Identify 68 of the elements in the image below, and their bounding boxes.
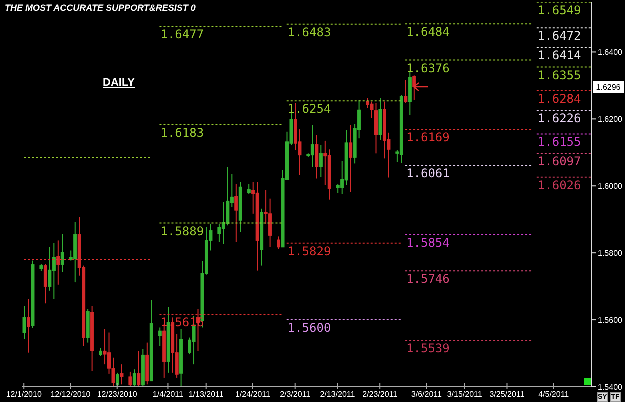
chart-title: THE MOST ACCURATE SUPPORT&RESIST 0 — [5, 3, 196, 13]
x-tick-label: 2/3/2011 — [280, 390, 312, 399]
annotation: 1.6061 — [406, 166, 450, 181]
annotation: 1.6296 — [596, 83, 622, 92]
annotation: 1.5854 — [406, 236, 450, 250]
candlestick — [310, 124, 314, 168]
y-tick-label: 1.6200 — [598, 115, 624, 124]
annotation: 1.5889 — [160, 224, 204, 238]
candlestick — [44, 264, 48, 304]
candlestick — [349, 124, 353, 193]
candlestick — [60, 234, 64, 274]
candlestick — [247, 184, 251, 195]
annotation: 1.6355 — [538, 68, 582, 82]
x-tick-label: 12/12/2010 — [50, 390, 92, 399]
y-tick-label: 1.6400 — [598, 48, 624, 58]
annotation: 1.6376 — [406, 61, 450, 76]
annotation: 1.6477 — [160, 27, 204, 42]
candlestick — [324, 140, 328, 186]
y-tick-label: 1.5400 — [598, 382, 624, 392]
y-tick-label: 1.5800 — [598, 248, 624, 258]
annotation: 1.6226 — [538, 111, 582, 126]
candlestick — [120, 364, 124, 386]
candlestick — [315, 134, 319, 180]
candlestick — [132, 369, 136, 387]
x-tick-label: 3/6/2011 — [411, 390, 443, 399]
candlestick — [103, 328, 107, 366]
candlestick — [222, 202, 226, 245]
annotation: 1.6169 — [406, 130, 450, 145]
annotation: 1.6483 — [288, 25, 332, 40]
annotation: 1.6414 — [538, 48, 582, 63]
annotation: 1.5829 — [288, 244, 332, 258]
annotation: 1.6284 — [538, 92, 582, 106]
candlestick — [226, 166, 230, 226]
annotation: 1.6472 — [538, 29, 582, 44]
annotation: 1.6549 — [538, 3, 582, 18]
candlestick — [52, 242, 56, 300]
candlestick — [234, 184, 238, 243]
annotation: 1.5746 — [406, 272, 450, 286]
text: DAILY — [103, 77, 135, 89]
annotation: 1.5600 — [288, 321, 332, 336]
annotation: 1.6484 — [406, 25, 450, 40]
annotation: 1.6026 — [538, 178, 582, 192]
candlestick — [128, 371, 132, 387]
x-tick-label: 12/1/2010 — [6, 390, 42, 399]
candlestick — [404, 80, 408, 104]
candlestick — [277, 236, 281, 250]
candlestick — [412, 75, 416, 101]
annotation: 1.5539 — [406, 341, 450, 356]
annotation: 1.6097 — [538, 154, 582, 169]
x-tick-label: 12/23/2010 — [97, 390, 138, 399]
x-tick-label: 2/13/2011 — [320, 390, 356, 399]
candlestick — [22, 305, 26, 340]
annotation: 1.6155 — [538, 135, 582, 150]
y-tick-label: 1.5600 — [598, 316, 624, 325]
x-tick-label: 4/5/2011 — [538, 390, 570, 399]
candlestick — [366, 98, 370, 109]
x-tick-label: 3/15/2011 — [447, 390, 483, 399]
candlestick — [26, 298, 30, 354]
x-tick-label: 1/13/2011 — [188, 390, 224, 399]
x-tick-label: 1/24/2011 — [235, 390, 272, 399]
x-tick-label: 1/4/2011 — [152, 390, 184, 399]
candlestick — [158, 327, 162, 347]
x-tick-label: 2/23/2011 — [362, 390, 398, 399]
candlestick — [319, 144, 323, 178]
annotation: 1.6183 — [160, 126, 204, 140]
y-tick-label: 1.6000 — [598, 182, 624, 191]
candlestick — [137, 350, 141, 387]
x-tick-label: 3/25/2011 — [490, 390, 526, 399]
